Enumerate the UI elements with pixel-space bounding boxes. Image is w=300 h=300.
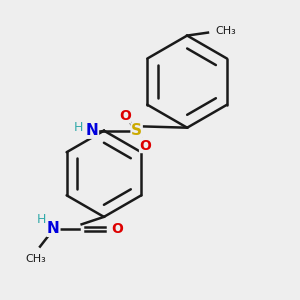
Text: O: O <box>111 222 123 236</box>
Text: CH₃: CH₃ <box>25 254 46 264</box>
Text: O: O <box>119 109 131 123</box>
Text: H: H <box>74 121 83 134</box>
Text: N: N <box>47 221 60 236</box>
Text: S: S <box>131 123 142 138</box>
Text: N: N <box>86 123 98 138</box>
Text: O: O <box>140 139 152 152</box>
Text: H: H <box>37 213 46 226</box>
Text: CH₃: CH₃ <box>215 26 236 36</box>
